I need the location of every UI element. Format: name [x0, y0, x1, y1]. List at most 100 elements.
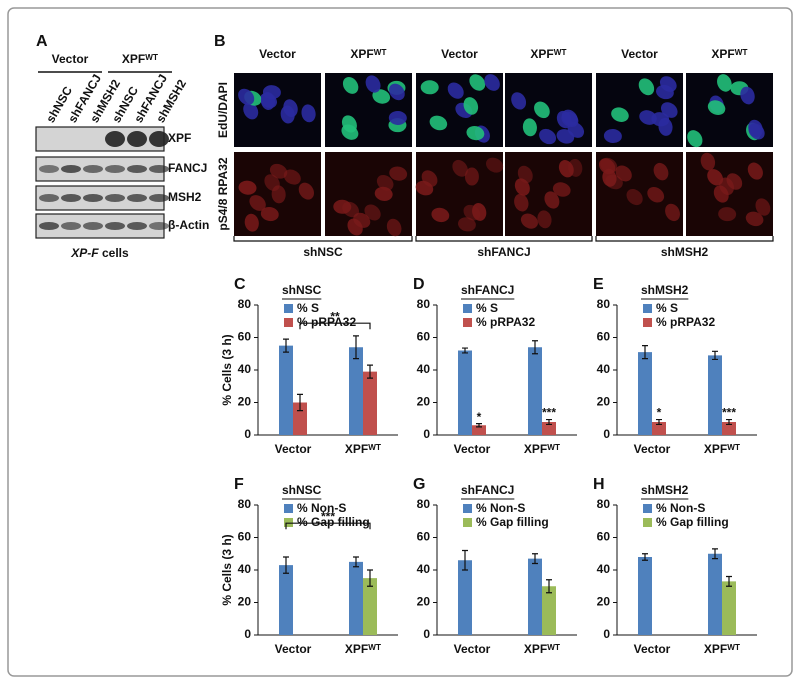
cell	[717, 74, 732, 92]
y-tick-label: 20	[597, 395, 611, 409]
cell	[372, 89, 391, 104]
cell	[389, 166, 408, 181]
y-tick-label: 20	[597, 595, 611, 609]
cell	[745, 211, 764, 227]
legend-swatch	[284, 304, 293, 313]
band	[149, 131, 169, 147]
bar	[349, 347, 363, 435]
column-label: Vector	[621, 47, 658, 61]
cell	[700, 152, 716, 171]
bar	[542, 422, 556, 435]
band	[105, 165, 125, 173]
cell	[458, 217, 476, 232]
legend-label: % pRPA32	[476, 315, 535, 329]
caption-text: cells	[102, 246, 129, 260]
band	[105, 131, 125, 147]
cell	[544, 191, 560, 209]
cell	[713, 185, 729, 203]
cell	[464, 167, 479, 186]
bar	[279, 345, 293, 435]
cell	[747, 162, 763, 180]
chart-title: shNSC	[282, 483, 322, 497]
cell	[347, 218, 363, 236]
cell	[365, 75, 381, 93]
cell	[653, 162, 669, 181]
cell	[726, 173, 743, 190]
cell	[660, 102, 678, 118]
cell	[658, 117, 673, 136]
bar	[638, 557, 652, 635]
bar	[722, 581, 736, 635]
annotation: ***	[542, 406, 556, 420]
group-label: shFANCJ	[477, 245, 530, 259]
blot-label: MSH2	[168, 190, 202, 204]
legend-label: % Non-S	[476, 501, 525, 515]
y-axis-label: % Cells (3 h)	[220, 534, 234, 605]
y-tick-label: 0	[423, 427, 430, 441]
cell	[626, 189, 643, 206]
bar	[293, 402, 307, 435]
y-tick-label: 20	[417, 595, 431, 609]
panel-label: H	[593, 476, 605, 493]
chart-title: shMSH2	[641, 283, 689, 297]
group-label: shNSC	[303, 245, 343, 259]
panel-label: G	[413, 476, 425, 493]
cell	[600, 157, 618, 173]
cell	[283, 169, 301, 185]
legend-swatch	[643, 518, 652, 527]
error-bar	[656, 418, 662, 426]
y-tick-label: 60	[597, 530, 611, 544]
error-bar	[367, 569, 373, 587]
cell	[244, 213, 259, 232]
bar	[363, 371, 377, 435]
bar	[708, 553, 722, 635]
cell	[558, 160, 574, 178]
y-tick-label: 0	[423, 627, 430, 641]
legend-label: % Gap filling	[476, 515, 549, 529]
cell	[511, 92, 527, 110]
error-bar	[283, 338, 289, 353]
cell	[537, 210, 552, 229]
column-label: XPFᵂᵀ	[711, 47, 747, 61]
chart-title: shNSC	[282, 283, 322, 297]
x-tick-label: XPFᵂᵀ	[524, 642, 560, 656]
legend-swatch	[463, 504, 472, 513]
band	[61, 194, 81, 202]
cell	[647, 187, 665, 203]
chart-title: shFANCJ	[461, 283, 514, 297]
cell	[260, 206, 279, 222]
bar	[472, 425, 486, 435]
cell	[431, 207, 450, 223]
band	[61, 165, 81, 173]
bar	[542, 586, 556, 635]
band	[39, 222, 59, 230]
blot-label: XPF	[168, 131, 191, 145]
band	[127, 165, 147, 173]
bar	[363, 578, 377, 635]
error-bar	[476, 423, 482, 428]
y-tick-label: 80	[597, 497, 611, 511]
caption: XP-F cells	[70, 246, 129, 260]
y-tick-label: 60	[417, 530, 431, 544]
cell	[605, 174, 623, 190]
bar	[279, 565, 293, 635]
band	[39, 194, 59, 202]
x-tick-label: XPFᵂᵀ	[704, 642, 740, 656]
x-tick-label: XPFᵂᵀ	[524, 442, 560, 456]
caption-italic: XP-F	[70, 246, 99, 260]
error-bar	[367, 364, 373, 379]
error-bar	[297, 393, 303, 412]
legend-swatch	[643, 304, 652, 313]
cell	[249, 195, 266, 211]
cell	[269, 163, 288, 179]
legend-swatch	[643, 318, 652, 327]
y-tick-label: 40	[417, 362, 431, 376]
panel-label: F	[234, 476, 244, 493]
y-tick-label: 20	[238, 395, 252, 409]
y-tick-label: 40	[238, 362, 252, 376]
legend-label: % Non-S	[656, 501, 705, 515]
column-label: XPFᵂᵀ	[530, 47, 566, 61]
cell	[748, 119, 763, 138]
cell	[447, 82, 464, 99]
band	[105, 222, 125, 230]
